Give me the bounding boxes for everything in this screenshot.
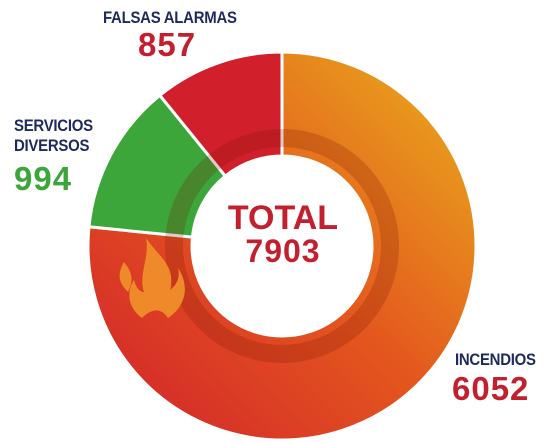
total-title: TOTAL xyxy=(227,199,339,237)
inner-shade xyxy=(165,129,399,363)
center-hole xyxy=(192,156,372,336)
category-label: FALSAS ALARMAS xyxy=(103,8,237,27)
value-label: 857 xyxy=(138,26,197,63)
category-label: INCENDIOS xyxy=(455,350,536,369)
total-value: 7903 xyxy=(245,233,321,269)
category-label: SERVICIOS DIVERSOS xyxy=(14,116,93,155)
value-label: 6052 xyxy=(452,370,530,407)
value-label: 994 xyxy=(14,160,73,197)
fire-icon xyxy=(119,238,185,318)
